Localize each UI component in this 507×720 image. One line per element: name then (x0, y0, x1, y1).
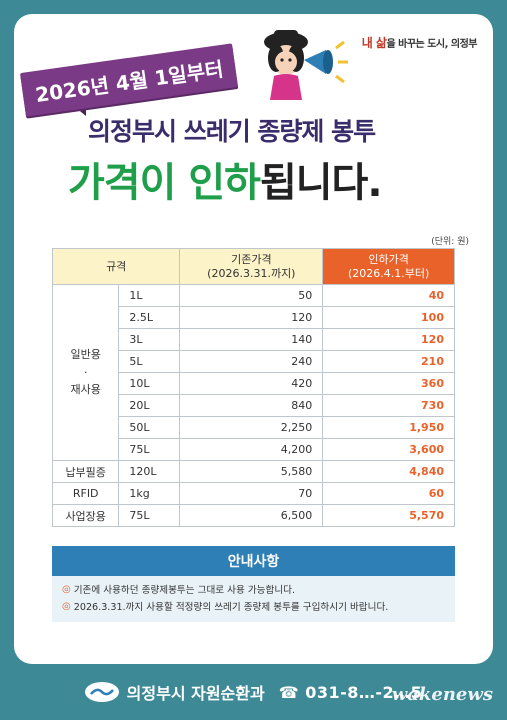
cell-old: 420 (179, 372, 324, 395)
price-table-body: 일반용 · 재사용 1L 50 40 2.5L 120 100 3L 140 120 5L 240 210 1… (51, 284, 455, 527)
info-line: ◎ 기존에 사용하던 종량제봉투는 그대로 사용 가능합니다. (62, 583, 296, 597)
table-row: 납부필증 120L 5,580 4,840 (51, 460, 455, 483)
headline-rest-text: 됩니다. (259, 160, 383, 206)
city-slogan: 내 삶을 바꾸는 도시, 의정부 (361, 36, 478, 50)
header-spec: 규격 (51, 248, 181, 285)
cell-category: 사업장용 (51, 504, 120, 527)
cell-old: 120 (179, 306, 324, 329)
cell-old: 4,200 (179, 438, 324, 461)
cell-size: 1kg (118, 482, 181, 505)
cell-new: 3,600 (322, 438, 455, 461)
info-heading: 안내사항 (52, 546, 455, 576)
cell-category: 납부필증 (51, 460, 120, 483)
cell-new: 120 (322, 328, 455, 351)
table-row: 10L 420 360 (53, 372, 455, 395)
headline-line2: 가격이 인하됩니다. (68, 150, 488, 208)
cell-new: 1,950 (322, 416, 455, 439)
cell-size: 20L (118, 394, 181, 417)
cell-size: 10L (118, 372, 181, 395)
table-row: 75L 4,200 3,600 (53, 438, 455, 461)
price-table: 규격 기존가격 (2026.3.31.까지) 인하가격 (2026.4.1.부터… (51, 248, 455, 527)
table-row: 50L 2,250 1,950 (53, 416, 455, 439)
cell-old: 5,580 (179, 460, 324, 483)
department-name: 의정부시 자원순환과 (126, 684, 265, 703)
table-row: 3L 140 120 (53, 328, 455, 351)
header-old-price: 기존가격 (2026.3.31.까지) (179, 248, 324, 285)
bullet-icon: ◎ (62, 600, 71, 612)
cell-new: 4,840 (322, 460, 455, 483)
city-logo-icon (84, 682, 119, 702)
cell-old: 240 (179, 350, 324, 373)
headline-line1: 의정부시 쓰레기 종량제 봉투 (88, 117, 376, 146)
category-general: 일반용 · 재사용 (51, 284, 120, 461)
unit-note: (단위: 원) (431, 237, 469, 247)
cell-new: 60 (322, 482, 455, 505)
cell-size: 5L (118, 350, 181, 373)
cell-old: 50 (179, 284, 324, 307)
table-row: 20L 840 730 (53, 394, 455, 417)
cell-new: 40 (322, 284, 455, 307)
cell-size: 1L (118, 284, 181, 307)
cell-new: 730 (322, 394, 455, 417)
watermark-logo: wakenews (391, 684, 493, 705)
info-body: ◎ 기존에 사용하던 종량제봉투는 그대로 사용 가능합니다. ◎ 2026.3.3… (52, 576, 455, 622)
mascot-megaphone-illustration (264, 30, 348, 100)
header-new-price: 인하가격 (2026.4.1.부터) (322, 248, 455, 285)
cell-size: 3L (118, 328, 181, 351)
info-line: ◎ 2026.3.31.까지 사용할 적정량의 쓰레기 종량제 봉투를 구입하시기… (62, 600, 389, 614)
bullet-icon: ◎ (62, 583, 71, 595)
cell-new: 100 (322, 306, 455, 329)
cell-size: 75L (118, 438, 181, 461)
phone-number: ☎ 031-8…-2…5 (278, 682, 423, 702)
cell-old: 840 (179, 394, 324, 417)
table-row: RFID 1kg 70 60 (51, 482, 455, 505)
cell-old: 2,250 (179, 416, 324, 439)
cell-new: 5,570 (322, 504, 455, 527)
headline-green-text: 가격이 인하 (68, 160, 261, 206)
cell-category: RFID (51, 482, 120, 505)
cell-old: 70 (179, 482, 324, 505)
cell-new: 210 (322, 350, 455, 373)
cell-new: 360 (322, 372, 455, 395)
table-row: 2.5L 120 100 (53, 306, 455, 329)
cell-size: 2.5L (118, 306, 181, 329)
footer: 의정부시 자원순환과 ☎ 031-8…-2…5 (0, 672, 507, 712)
table-row: 일반용 · 재사용 1L 50 40 (51, 284, 455, 461)
table-row: 사업장용 75L 6,500 5,570 (51, 504, 455, 527)
cell-size: 50L (118, 416, 181, 439)
cell-size: 120L (118, 460, 181, 483)
cell-size: 75L (118, 504, 181, 527)
cell-old: 140 (179, 328, 324, 351)
cell-old: 6,500 (179, 504, 324, 527)
